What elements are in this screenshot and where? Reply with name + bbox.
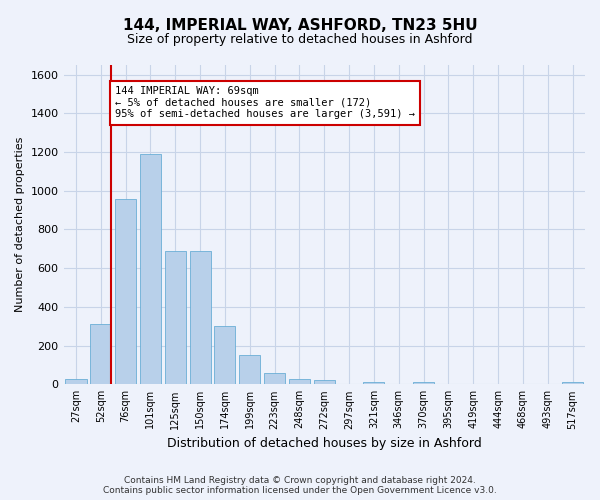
Bar — [140, 154, 161, 384]
Bar — [214, 326, 235, 384]
Bar — [165, 251, 186, 384]
Y-axis label: Number of detached properties: Number of detached properties — [15, 137, 25, 312]
Bar — [190, 251, 211, 384]
Bar — [115, 198, 136, 384]
Bar — [314, 380, 335, 384]
Bar — [239, 356, 260, 384]
Text: 144 IMPERIAL WAY: 69sqm
← 5% of detached houses are smaller (172)
95% of semi-de: 144 IMPERIAL WAY: 69sqm ← 5% of detached… — [115, 86, 415, 120]
Text: Contains HM Land Registry data © Crown copyright and database right 2024.
Contai: Contains HM Land Registry data © Crown c… — [103, 476, 497, 495]
Bar — [413, 382, 434, 384]
Bar — [562, 382, 583, 384]
Bar — [289, 380, 310, 384]
Bar — [264, 372, 285, 384]
Text: 144, IMPERIAL WAY, ASHFORD, TN23 5HU: 144, IMPERIAL WAY, ASHFORD, TN23 5HU — [122, 18, 478, 32]
Text: Size of property relative to detached houses in Ashford: Size of property relative to detached ho… — [127, 32, 473, 46]
Bar — [65, 380, 86, 384]
Bar — [90, 324, 112, 384]
Bar — [364, 382, 385, 384]
X-axis label: Distribution of detached houses by size in Ashford: Distribution of detached houses by size … — [167, 437, 482, 450]
